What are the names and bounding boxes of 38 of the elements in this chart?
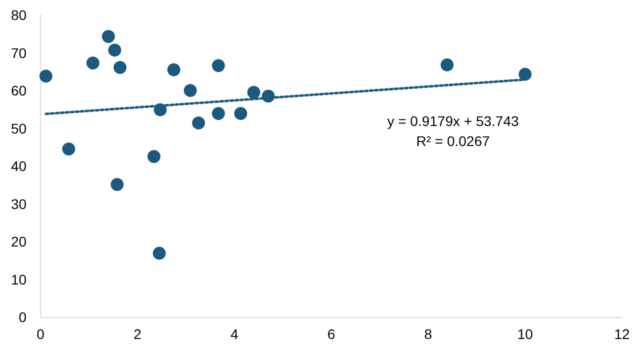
point xyxy=(262,90,275,103)
point xyxy=(518,68,532,81)
point xyxy=(212,59,225,72)
x-tick-label: 6 xyxy=(327,326,336,342)
x-tick-label: 10 xyxy=(517,326,534,342)
point xyxy=(102,30,115,44)
y-tick-label: 70 xyxy=(10,44,27,61)
y-tick-label: 50 xyxy=(10,120,27,136)
annotation: R² = 0.0267 xyxy=(416,133,490,149)
point xyxy=(86,56,100,70)
y-tick-label: 30 xyxy=(10,196,27,212)
x-tick-label: 4 xyxy=(230,326,238,342)
point xyxy=(192,116,206,130)
y-tick-label: 10 xyxy=(10,271,27,288)
point xyxy=(39,70,52,83)
point xyxy=(440,58,454,72)
point xyxy=(234,107,248,120)
point xyxy=(114,60,127,74)
point xyxy=(167,63,180,76)
point xyxy=(147,150,160,164)
point xyxy=(184,84,197,97)
point xyxy=(152,246,166,260)
point xyxy=(247,86,260,99)
point xyxy=(154,103,167,116)
point xyxy=(62,142,76,156)
y-tick-label: 80 xyxy=(10,7,27,23)
point xyxy=(108,44,122,57)
annotation: y = 0.9179x + 53.743 xyxy=(387,113,519,129)
x-tick-label: 8 xyxy=(424,326,432,342)
y-tick-label: 40 xyxy=(10,158,27,174)
y-tick-label: 20 xyxy=(10,234,27,250)
y-tick-label: 60 xyxy=(10,82,27,98)
point xyxy=(212,107,225,120)
x-tick-label: 2 xyxy=(134,326,142,342)
x-tick-label: 12 xyxy=(614,326,630,342)
x-tick-label: 0 xyxy=(36,326,45,342)
y-tick-label: 0 xyxy=(18,309,27,325)
point xyxy=(110,178,124,191)
